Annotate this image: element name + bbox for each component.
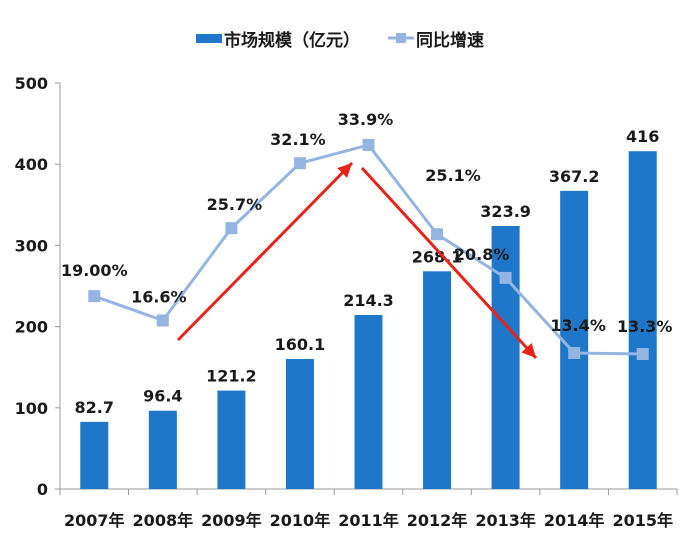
bar-value-label: 160.1 — [275, 335, 326, 354]
growth-value-label: 16.6% — [131, 288, 187, 307]
bar-2009年 — [217, 390, 246, 489]
growth-value-label: 13.3% — [617, 317, 673, 336]
growth-marker-2008年 — [156, 314, 169, 327]
y-tick-label: 200 — [15, 318, 48, 337]
growth-marker-2012年 — [431, 228, 444, 241]
x-tick-label: 2007年 — [64, 511, 125, 530]
x-tick-label: 2010年 — [270, 511, 331, 530]
growth-marker-2015年 — [636, 348, 649, 361]
y-tick-label: 400 — [15, 155, 48, 174]
growth-marker-2010年 — [293, 157, 306, 170]
bar-2012年 — [423, 271, 452, 489]
bar-2010年 — [285, 358, 314, 489]
x-tick-label: 2012年 — [407, 511, 468, 530]
legend-line-label: 同比增速 — [416, 30, 484, 51]
bar-value-label: 416 — [626, 127, 659, 146]
x-tick-label: 2009年 — [201, 511, 262, 530]
growth-marker-2007年 — [88, 290, 101, 303]
growth-marker-2014年 — [568, 346, 581, 359]
x-tick-label: 2013年 — [475, 511, 536, 530]
x-tick-label: 2014年 — [544, 511, 605, 530]
bar-value-label: 121.2 — [206, 367, 257, 386]
growth-marker-2009年 — [225, 222, 238, 235]
legend-bar-label: 市场规模（亿元） — [224, 30, 360, 51]
growth-marker-2011年 — [362, 138, 375, 151]
bar-2014年 — [560, 190, 589, 489]
trend-arrow-down-head — [521, 342, 536, 358]
growth-value-label: 19.00% — [61, 261, 128, 280]
bar-2015年 — [628, 151, 657, 489]
x-tick-label: 2008年 — [133, 511, 194, 530]
legend-bar-swatch — [196, 34, 222, 43]
y-tick-label: 300 — [15, 236, 48, 255]
growth-value-label: 13.4% — [550, 316, 606, 335]
growth-value-label: 25.1% — [425, 166, 481, 185]
y-tick-label: 500 — [15, 74, 48, 93]
bar-value-label: 367.2 — [549, 167, 600, 186]
growth-value-label: 33.9% — [338, 110, 394, 129]
legend: 市场规模（亿元） 同比增速 — [196, 30, 484, 51]
trend-arrow-up — [176, 161, 354, 342]
trend-arrow-up-head — [337, 163, 352, 178]
x-tick-label: 2015年 — [612, 511, 673, 530]
growth-marker-2013年 — [499, 271, 512, 284]
growth-value-label: 20.8% — [454, 245, 510, 264]
x-tick-label: 2011年 — [338, 511, 399, 530]
bar-2008年 — [148, 410, 177, 489]
bar-value-label: 214.3 — [343, 291, 394, 310]
legend-line-marker — [396, 33, 406, 43]
bar-2013年 — [491, 225, 520, 489]
bar-2007年 — [80, 421, 109, 489]
bar-value-label: 96.4 — [143, 387, 182, 406]
y-tick-label: 100 — [15, 399, 48, 418]
trend-arrow-down — [360, 166, 538, 360]
growth-value-label: 25.7% — [207, 195, 263, 214]
bar-2011年 — [354, 314, 383, 489]
growth-value-label: 32.1% — [270, 130, 326, 149]
bar-value-label: 82.7 — [75, 398, 114, 417]
bar-value-label: 323.9 — [480, 202, 531, 221]
y-tick-label: 0 — [37, 480, 48, 499]
